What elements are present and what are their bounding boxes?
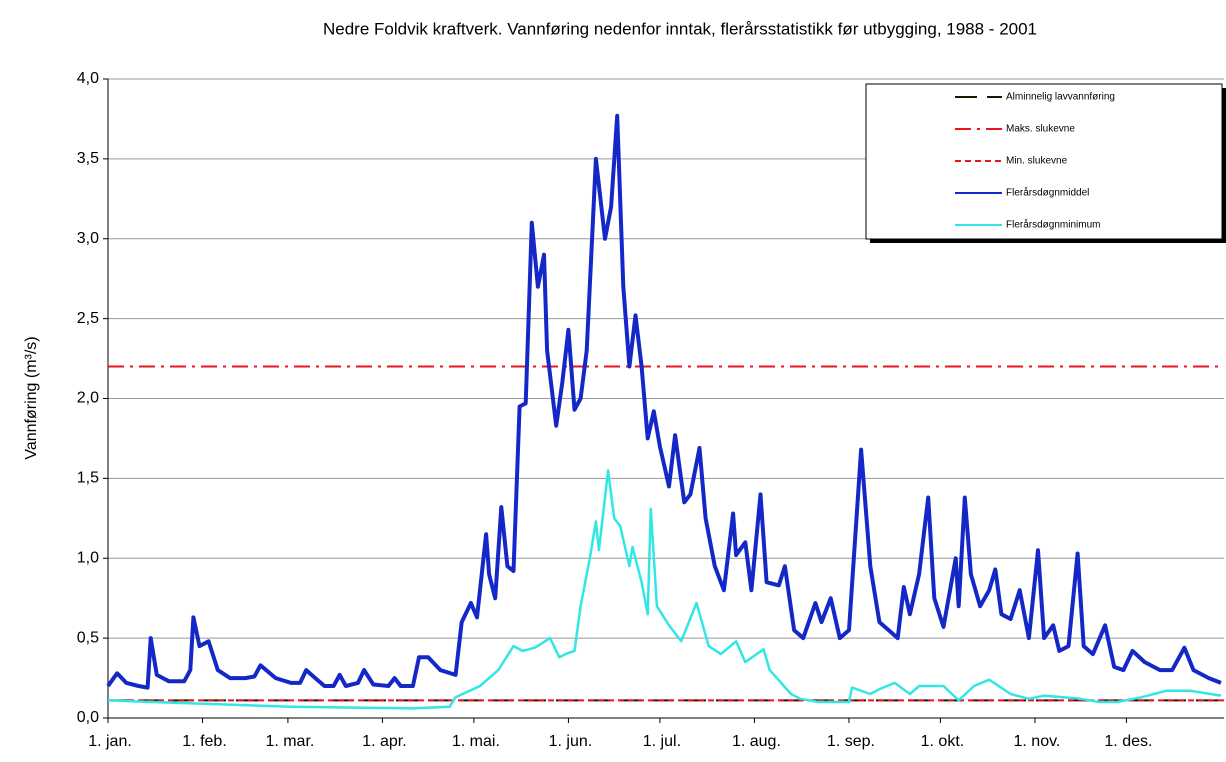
series-line xyxy=(107,469,1222,710)
legend-label: Maks. slukevne xyxy=(1006,124,1075,135)
chart-title: Nedre Foldvik kraftverk. Vannføring nede… xyxy=(323,19,1037,38)
y-tick-label: 3,0 xyxy=(77,230,99,247)
x-tick-label: 1. aug. xyxy=(732,733,781,750)
y-tick-label: 0,0 xyxy=(77,709,99,726)
legend-label: Flerårsdøgnmiddel xyxy=(1006,187,1089,199)
x-tick-label: 1. nov. xyxy=(1014,733,1061,750)
legend-label: Min. slukevne xyxy=(1006,156,1068,167)
series-line xyxy=(106,113,1222,690)
x-tick-label: 1. jan. xyxy=(88,733,132,750)
x-tick-label: 1. jul. xyxy=(643,733,681,750)
y-tick-label: 3,5 xyxy=(77,150,99,167)
x-tick-label: 1. mai. xyxy=(452,733,500,750)
x-tick-label: 1. apr. xyxy=(362,733,406,750)
legend xyxy=(865,83,1223,240)
x-tick-label: 1. feb. xyxy=(182,733,226,750)
y-tick-label: 1,0 xyxy=(77,549,99,566)
x-tick-label: 1. mar. xyxy=(265,733,314,750)
y-tick-label: 2,5 xyxy=(77,310,99,327)
legend-label: Alminnelig lavvannføring xyxy=(1006,92,1115,103)
y-tick-label: 4,0 xyxy=(77,70,99,87)
y-axis-label: Vannføring (m³/s) xyxy=(23,336,40,459)
x-tick-label: 1. jun. xyxy=(549,733,593,750)
x-tick-label: 1. okt. xyxy=(921,733,965,750)
y-tick-label: 0,5 xyxy=(77,629,99,646)
x-tick-label: 1. sep. xyxy=(827,733,875,750)
x-tick-label: 1. des. xyxy=(1104,733,1152,750)
legend-label: Flerårsdøgnminimum xyxy=(1006,219,1100,231)
y-tick-label: 1,5 xyxy=(77,470,99,487)
y-tick-label: 2,0 xyxy=(77,390,99,407)
